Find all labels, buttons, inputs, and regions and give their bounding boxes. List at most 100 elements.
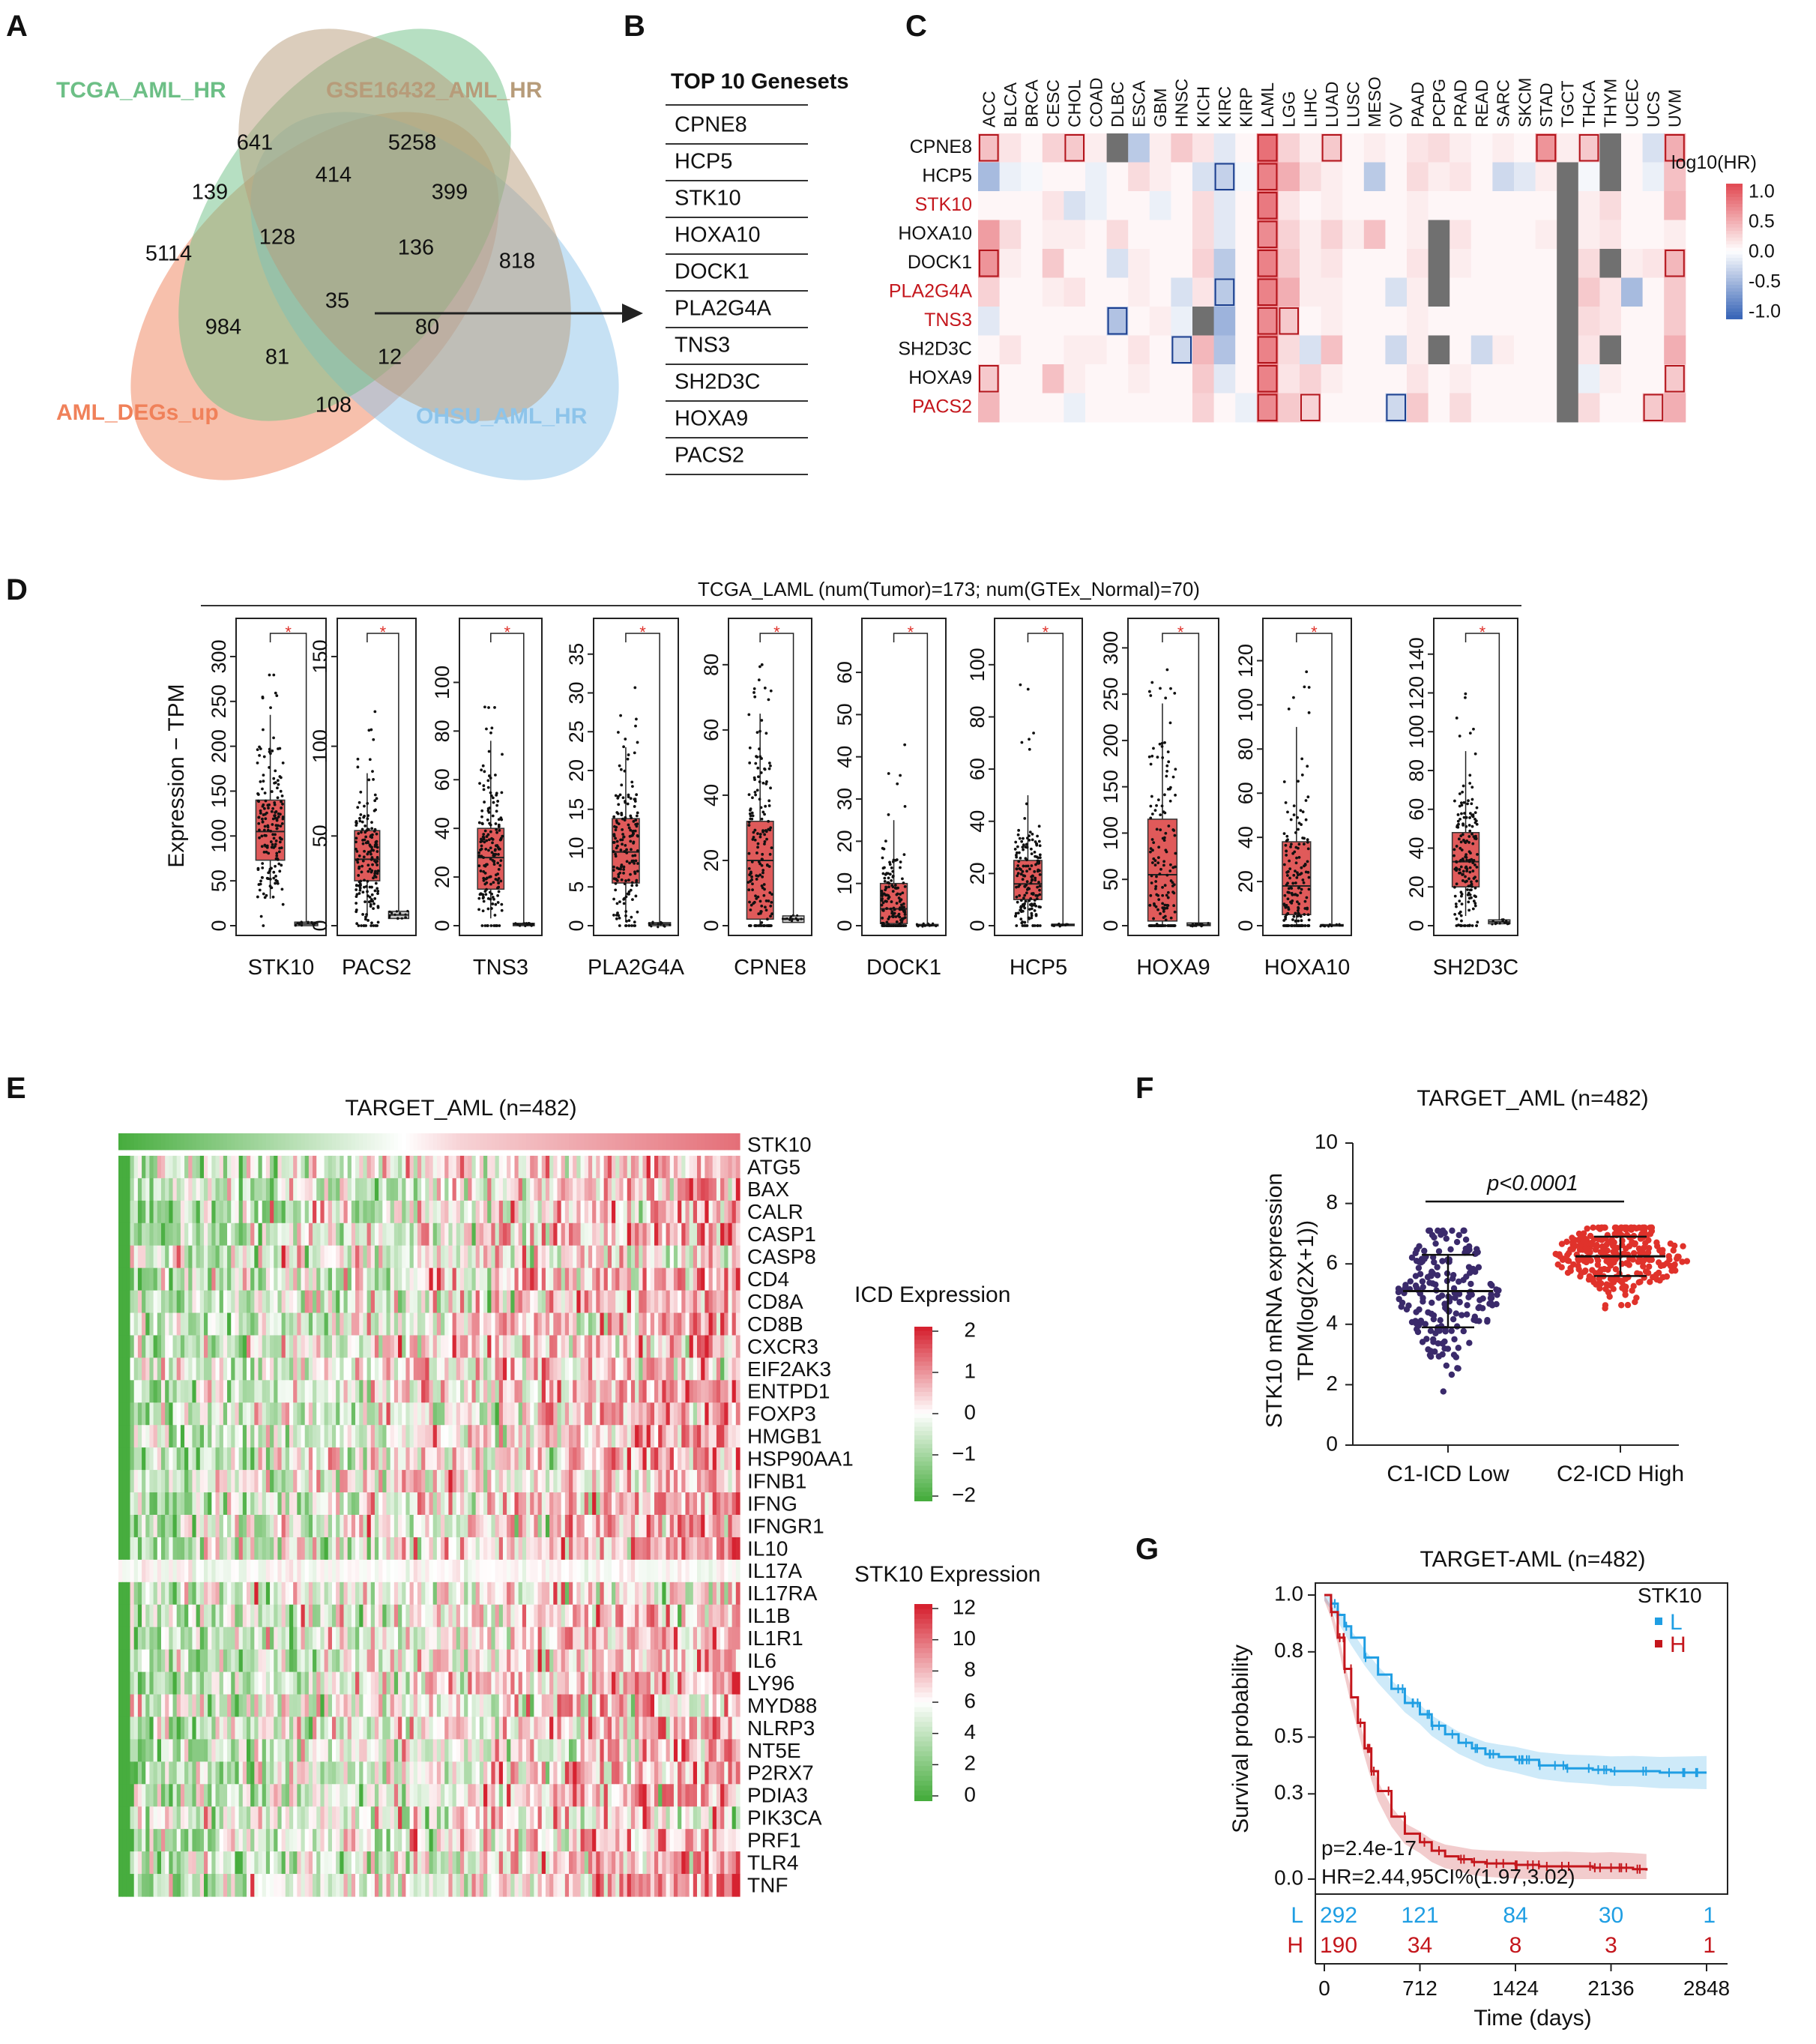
normal-point — [1505, 919, 1508, 922]
stk10-cell — [635, 1133, 639, 1151]
heatmap-e-cell — [359, 1357, 364, 1381]
heatmap-e-cell — [468, 1223, 473, 1246]
heatmap-cell — [1363, 133, 1386, 163]
legend-gradient-step — [1726, 265, 1743, 269]
heatmap-e-cell — [196, 1425, 201, 1448]
heatmap-cell — [1106, 191, 1129, 220]
tumor-point — [274, 839, 278, 842]
heatmap-e-cell — [685, 1425, 690, 1448]
y-tick-label: 100 — [208, 819, 230, 853]
tumor-point — [488, 875, 491, 879]
heatmap-e-cell — [534, 1380, 539, 1403]
heatmap-e-cell — [126, 1223, 131, 1246]
table-row-SH2D3C: SH2D3C — [675, 370, 760, 394]
heatmap-e-cell — [188, 1380, 193, 1403]
tumor-point — [1285, 883, 1288, 887]
tumor-point — [883, 866, 886, 869]
tumor-point — [262, 774, 265, 777]
heatmap-e-cell — [374, 1380, 379, 1403]
heatmap-e-cell — [530, 1223, 534, 1246]
tumor-point — [482, 878, 486, 882]
tumor-point — [882, 924, 886, 927]
heatmap-e-cell — [697, 1178, 702, 1202]
heatmap-cell — [1278, 364, 1300, 394]
heatmap-e-cell — [669, 1178, 675, 1202]
tumor-point — [1162, 910, 1165, 913]
heatmap-e-cell — [188, 1155, 193, 1179]
legend-gradient-step — [1726, 268, 1743, 272]
tumor-point — [489, 823, 492, 827]
heatmap-e-cell — [254, 1200, 259, 1224]
heatmap-e-cell — [448, 1312, 453, 1336]
stk10-cell — [436, 1133, 441, 1151]
heatmap-cell — [1428, 249, 1450, 278]
heatmap-e-cell — [545, 1290, 550, 1314]
tumor-point — [1295, 875, 1299, 879]
heatmap-e-cell — [227, 1155, 232, 1179]
heatmap-e-cell — [452, 1155, 457, 1179]
heatmap-e-cell — [673, 1357, 678, 1381]
tumor-point — [1284, 917, 1287, 920]
heatmap-e-cell — [678, 1312, 682, 1336]
tumor-point — [485, 727, 488, 731]
heatmap-e-cell — [285, 1245, 290, 1269]
stk10-cell — [285, 1133, 290, 1151]
tumor-point — [887, 881, 891, 885]
heatmap-e-cell — [596, 1447, 601, 1471]
heatmap-cell — [1450, 133, 1472, 163]
heatmap-cell — [1470, 277, 1493, 307]
heatmap-col-label-KICH: KICH — [1193, 86, 1213, 127]
heatmap-e-cell — [553, 1223, 558, 1246]
heatmap-cell — [1321, 191, 1343, 220]
tumor-point — [1165, 906, 1169, 910]
stk10-cell — [448, 1133, 453, 1151]
heatmap-e-cell — [258, 1380, 263, 1403]
heatmap-e-cell — [142, 1290, 146, 1314]
heatmap-e-cell — [246, 1447, 251, 1471]
heatmap-e-cell — [642, 1200, 648, 1224]
heatmap-e-cell — [425, 1290, 430, 1314]
stk10-cell — [165, 1133, 169, 1151]
heatmap-e-cell — [545, 1155, 550, 1179]
tumor-point — [1297, 855, 1301, 859]
heatmap-e-cell — [390, 1312, 395, 1336]
stk10-cell — [378, 1133, 383, 1151]
heatmap-cell — [1385, 335, 1408, 365]
tumor-point — [1291, 893, 1294, 896]
heatmap-e-cell — [196, 1380, 201, 1403]
legend-gradient-step — [1726, 200, 1743, 205]
heatmap-e-cell — [142, 1402, 146, 1426]
heatmap-e-cell — [277, 1357, 283, 1381]
heatmap-e-cell — [545, 1178, 550, 1202]
heatmap-e-cell — [211, 1312, 217, 1336]
heatmap-e-cell — [514, 1245, 519, 1269]
heatmap-e-cell — [262, 1267, 267, 1291]
tumor-point — [627, 878, 630, 882]
heatmap-e-cell — [405, 1335, 411, 1359]
heatmap-e-cell — [553, 1402, 558, 1426]
tumor-point — [1021, 845, 1025, 849]
heatmap-e-cell — [242, 1155, 247, 1179]
tumor-point — [632, 840, 636, 844]
heatmap-e-cell — [386, 1335, 391, 1359]
heatmap-e-cell — [274, 1312, 279, 1336]
tumor-point — [480, 893, 484, 896]
heatmap-e-cell — [728, 1178, 733, 1202]
heatmap-e-cell — [160, 1223, 166, 1246]
heatmap-e-cell — [382, 1290, 387, 1314]
heatmap-cell — [1385, 393, 1408, 423]
heatmap-e-cell — [308, 1425, 313, 1448]
heatmap-e-cell — [495, 1335, 500, 1359]
heatmap-cell — [1407, 364, 1429, 394]
tumor-point — [265, 850, 268, 854]
heatmap-e-cell — [393, 1245, 399, 1269]
heatmap-e-cell — [642, 1245, 648, 1269]
heatmap-cell — [1235, 249, 1258, 278]
heatmap-cell — [978, 307, 1001, 336]
normal-point — [791, 917, 794, 920]
heatmap-e-cell — [526, 1290, 531, 1314]
tumor-point — [495, 827, 498, 831]
heatmap-cell — [1578, 191, 1600, 220]
tumor-point — [756, 766, 760, 770]
